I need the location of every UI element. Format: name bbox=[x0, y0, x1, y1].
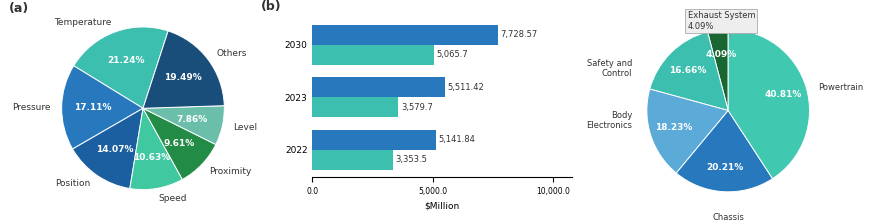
Text: 18.23%: 18.23% bbox=[656, 123, 693, 132]
Text: Speed: Speed bbox=[158, 194, 187, 203]
Text: 3,353.5: 3,353.5 bbox=[395, 155, 428, 164]
Wedge shape bbox=[649, 32, 729, 110]
Wedge shape bbox=[130, 108, 182, 190]
Text: 5,065.7: 5,065.7 bbox=[436, 50, 468, 59]
Text: Powertrain: Powertrain bbox=[818, 83, 863, 92]
Text: Level: Level bbox=[233, 123, 257, 132]
Text: Others: Others bbox=[216, 49, 247, 58]
Text: 14.07%: 14.07% bbox=[96, 145, 133, 154]
Text: 40.81%: 40.81% bbox=[764, 90, 802, 99]
Text: 7.86%: 7.86% bbox=[177, 114, 208, 124]
Text: Chassis: Chassis bbox=[712, 213, 744, 221]
Bar bbox=[312, 25, 498, 45]
Wedge shape bbox=[708, 29, 729, 110]
Wedge shape bbox=[143, 31, 224, 108]
Text: Body
Electronics: Body Electronics bbox=[586, 110, 632, 130]
Bar bbox=[312, 97, 399, 117]
Text: Safety and
Control: Safety and Control bbox=[587, 59, 632, 78]
Text: 17.11%: 17.11% bbox=[74, 103, 112, 112]
Wedge shape bbox=[73, 108, 143, 189]
Text: Position: Position bbox=[55, 179, 91, 189]
Text: Proximity: Proximity bbox=[209, 167, 252, 176]
Wedge shape bbox=[647, 89, 729, 173]
Text: 19.49%: 19.49% bbox=[165, 74, 202, 82]
Text: 10.63%: 10.63% bbox=[133, 153, 170, 162]
Text: 3,579.7: 3,579.7 bbox=[401, 103, 433, 112]
X-axis label: $Million: $Million bbox=[424, 201, 460, 210]
Wedge shape bbox=[62, 66, 143, 149]
Text: (b): (b) bbox=[260, 0, 281, 13]
Bar bbox=[312, 77, 445, 97]
Text: 4.09%: 4.09% bbox=[705, 50, 737, 59]
Bar bbox=[312, 45, 434, 65]
Text: Pressure: Pressure bbox=[12, 103, 51, 112]
Text: 20.21%: 20.21% bbox=[707, 163, 744, 172]
Text: 9.61%: 9.61% bbox=[164, 139, 195, 148]
Wedge shape bbox=[677, 110, 773, 192]
Text: 16.66%: 16.66% bbox=[670, 66, 707, 74]
Bar bbox=[312, 130, 436, 150]
Text: 5,511.42: 5,511.42 bbox=[447, 83, 484, 92]
Wedge shape bbox=[729, 29, 810, 179]
Bar bbox=[312, 150, 393, 170]
Text: 7,728.57: 7,728.57 bbox=[501, 30, 538, 39]
Text: 21.24%: 21.24% bbox=[106, 57, 144, 65]
Text: (c): (c) bbox=[814, 0, 832, 2]
Wedge shape bbox=[143, 106, 224, 145]
Wedge shape bbox=[74, 27, 168, 108]
Text: Temperature: Temperature bbox=[54, 17, 111, 27]
Text: (a): (a) bbox=[9, 2, 29, 15]
Text: 5,141.84: 5,141.84 bbox=[438, 135, 475, 144]
Text: Exhaust System
4.09%: Exhaust System 4.09% bbox=[687, 11, 755, 36]
Wedge shape bbox=[143, 108, 216, 179]
